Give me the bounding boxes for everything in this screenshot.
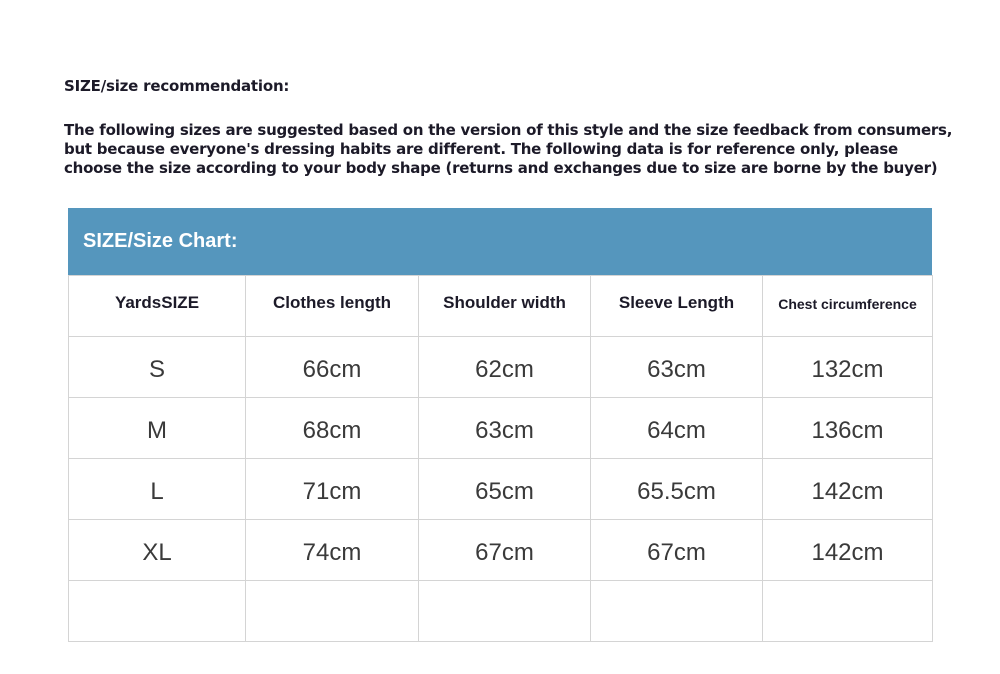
table-row xyxy=(68,580,933,642)
size-cell: M xyxy=(68,397,246,459)
measurement-cell: 66cm xyxy=(245,336,419,398)
table-row: XL 74cm 67cm 67cm 142cm xyxy=(68,519,933,581)
intro-line: The following sizes are suggested based … xyxy=(64,121,953,139)
size-cell: XL xyxy=(68,519,246,581)
measurement-cell: 136cm xyxy=(762,397,933,459)
column-header: Shoulder width xyxy=(418,275,591,337)
column-header: Sleeve Length xyxy=(590,275,763,337)
table-row: S 66cm 62cm 63cm 132cm xyxy=(68,336,933,398)
table-header-row: YardsSIZE Clothes length Shoulder width Sle… xyxy=(68,275,933,337)
size-table: YardsSIZE Clothes length Shoulder width Sle… xyxy=(68,275,933,642)
measurement-cell: 142cm xyxy=(762,458,933,520)
measurement-cell: 63cm xyxy=(590,336,763,398)
size-cell xyxy=(68,580,246,642)
intro-line: choose the size according to your body s… xyxy=(64,159,938,177)
page-title: SIZE/size recommendation: xyxy=(64,77,290,95)
measurement-cell xyxy=(418,580,591,642)
column-header: Chest circumference xyxy=(762,275,933,337)
measurement-cell: 142cm xyxy=(762,519,933,581)
size-cell: S xyxy=(68,336,246,398)
size-cell: L xyxy=(68,458,246,520)
column-header: YardsSIZE xyxy=(68,275,246,337)
measurement-cell: 63cm xyxy=(418,397,591,459)
measurement-cell: 67cm xyxy=(590,519,763,581)
size-chart: SIZE/Size Chart: YardsSIZE Clothes length… xyxy=(68,208,933,642)
measurement-cell: 64cm xyxy=(590,397,763,459)
column-header: Clothes length xyxy=(245,275,419,337)
measurement-cell: 65cm xyxy=(418,458,591,520)
measurement-cell: 132cm xyxy=(762,336,933,398)
size-chart-heading: SIZE/Size Chart: xyxy=(68,208,932,275)
measurement-cell: 68cm xyxy=(245,397,419,459)
measurement-cell: 74cm xyxy=(245,519,419,581)
measurement-cell xyxy=(245,580,419,642)
measurement-cell: 65.5cm xyxy=(590,458,763,520)
intro-text: The following sizes are suggested based … xyxy=(64,121,964,178)
measurement-cell xyxy=(590,580,763,642)
measurement-cell: 71cm xyxy=(245,458,419,520)
intro-line: but because everyone's dressing habits a… xyxy=(64,140,898,158)
measurement-cell: 62cm xyxy=(418,336,591,398)
table-row: L 71cm 65cm 65.5cm 142cm xyxy=(68,458,933,520)
measurement-cell: 67cm xyxy=(418,519,591,581)
table-row: M 68cm 63cm 64cm 136cm xyxy=(68,397,933,459)
measurement-cell xyxy=(762,580,933,642)
